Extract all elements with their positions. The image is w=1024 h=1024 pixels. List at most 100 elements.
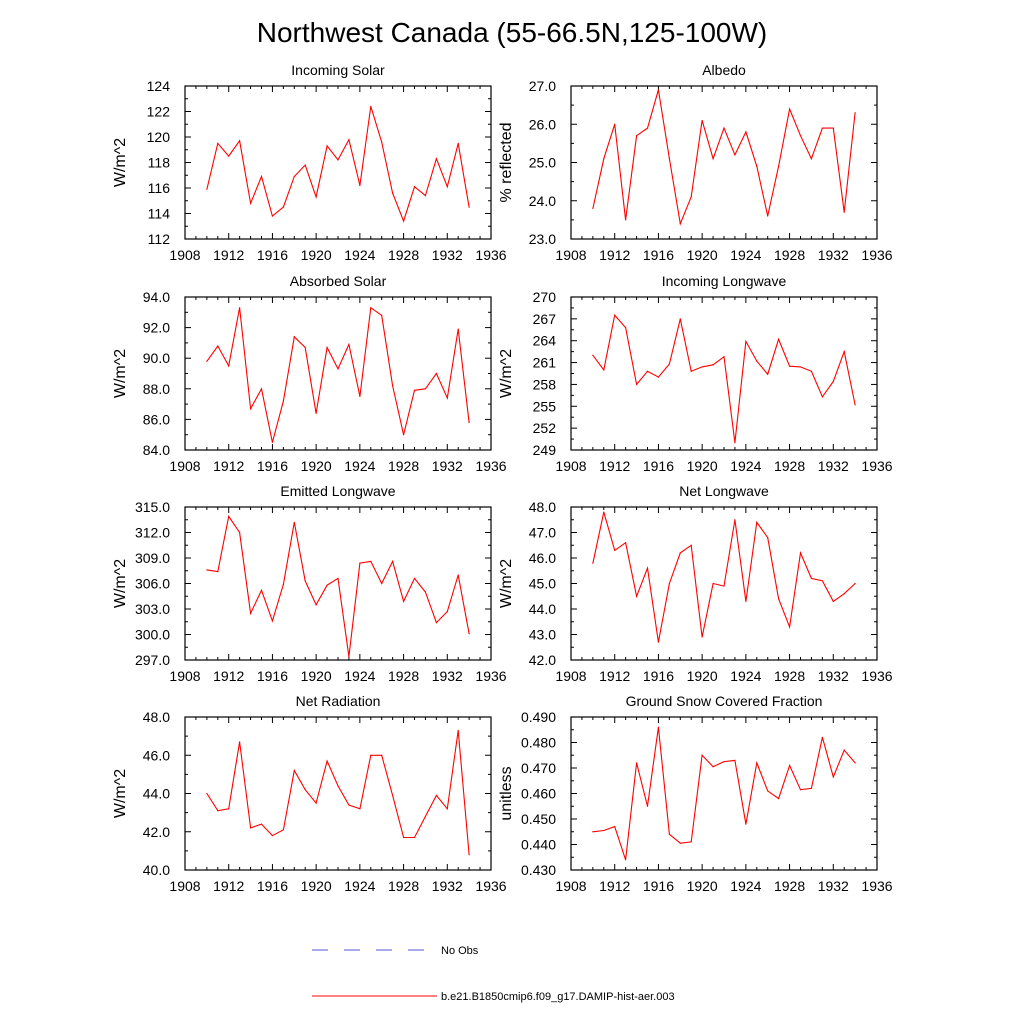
data-point [402,220,405,222]
data-point [778,798,780,800]
y-tick-label: 27.0 [529,78,556,94]
x-tick-label: 1912 [213,458,244,474]
data-point [625,542,627,544]
data-point [854,762,856,764]
y-tick-label: 92.0 [143,320,170,336]
data-point [734,759,736,761]
data-point [249,612,252,614]
data-point [810,787,813,790]
data-point [424,195,427,197]
data-point [206,569,208,571]
data-point [315,802,317,804]
data-point [646,370,649,372]
data-point [402,600,405,602]
data-point [457,729,459,731]
data-point [788,626,791,628]
y-tick-label: 24.0 [529,193,556,209]
x-tick-label: 1936 [475,458,506,474]
x-tick-label: 1920 [687,668,718,684]
y-tick-label: 94.0 [143,289,170,305]
data-point [854,112,856,114]
y-tick-label: 0.430 [521,862,556,878]
y-tick-label: 0.440 [521,837,556,853]
data-point [821,580,823,582]
x-tick-label: 1916 [257,458,288,474]
data-point [657,376,660,378]
plot-frame [184,85,492,240]
data-point [370,754,372,756]
data-point [810,158,813,160]
y-tick-label: 303.0 [135,601,170,617]
data-point [381,314,383,316]
chart-panel: Ground Snow Covered Fraction unitless 1908… [498,693,893,894]
data-point [756,165,758,167]
y-tick-label: 312.0 [135,525,170,541]
y-axis-label: W/m^2 [112,138,129,187]
data-point [701,754,703,756]
data-point [206,360,208,362]
data-point [832,380,834,383]
x-tick-label: 1932 [818,458,849,474]
data-point [239,741,241,743]
x-tick-label: 1908 [555,878,586,894]
data-point [832,127,834,129]
data-point [592,207,594,209]
data-point [701,636,703,638]
data-point [424,815,427,818]
data-point [778,338,780,340]
data-point [260,175,263,178]
data-point [217,571,219,573]
data-point [359,184,361,187]
data-point [603,369,605,371]
x-tick-label: 1932 [432,668,463,684]
x-tick-label: 1936 [475,668,506,684]
x-tick-label: 1908 [169,878,200,894]
data-point [381,582,383,585]
data-point [326,760,328,762]
y-tick-label: 0.460 [521,786,556,802]
data-point [468,854,470,856]
data-point [745,823,747,825]
y-tick-label: 309.0 [135,550,170,566]
chart-panel: Net Longwave W/m^2 1908 1912 1916 1920 1924 192… [498,483,893,684]
x-tick-label: 1928 [388,878,419,894]
data-point [337,159,339,161]
data-point [734,154,736,156]
x-tick-label: 1920 [301,247,332,263]
series-line [206,106,470,223]
data-point [635,383,638,386]
y-tick-label: 297.0 [135,652,170,668]
data-point [723,761,725,763]
data-point [635,595,638,597]
data-point [668,363,670,365]
data-point [304,789,306,791]
chart-panel: Incoming Solar W/m^2 1908 1912 1916 1920 1924 1… [112,62,507,263]
x-tick-label: 1920 [301,878,332,894]
x-tick-label: 1908 [555,668,586,684]
data-point [778,165,780,167]
data-point [457,328,459,330]
data-point [712,158,714,160]
y-axis-label: unitless [498,766,515,820]
y-tick-label: 252 [533,420,557,436]
x-tick-label: 1936 [475,247,506,263]
chart-panel: Albedo % reflected 1908 1912 1916 1920 1924 192… [498,62,893,263]
y-tick-label: 0.450 [521,811,556,827]
data-point [679,552,681,554]
data-point [603,158,605,160]
data-point [614,549,616,551]
x-tick-label: 1920 [687,247,718,263]
data-point [293,336,295,338]
data-point [435,158,437,160]
data-point [424,388,427,390]
data-point [723,127,725,129]
chart-panel: Absorbed Solar W/m^2 1908 1912 1916 1920 1924 1… [112,273,507,474]
data-point [799,366,802,368]
data-point [657,641,660,643]
plot-frame [570,85,878,240]
data-point [271,620,274,622]
y-tick-label: 249 [533,442,557,458]
y-tick-label: 122 [147,104,171,120]
x-tick-label: 1928 [774,878,805,894]
y-tick-label: 300.0 [135,627,170,643]
